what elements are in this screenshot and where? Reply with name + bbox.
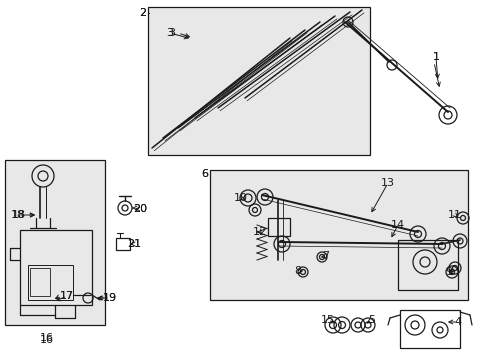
Text: 1: 1 [431,52,439,62]
Text: 18: 18 [11,210,25,220]
Text: 20: 20 [133,204,147,214]
Bar [397,240,457,290]
Text: 7: 7 [322,251,329,261]
Text: 21: 21 [127,239,141,249]
Text: 12: 12 [252,227,266,237]
Text: 6: 6 [201,169,208,179]
Text: 5: 5 [368,315,375,325]
Text: 2: 2 [139,8,146,18]
Text: 18: 18 [12,210,26,220]
Text: 1: 1 [431,52,439,62]
Text: 10: 10 [234,193,247,203]
Bar [209,170,467,300]
Bar [28,265,73,300]
Text: 8: 8 [294,266,301,276]
Text: 4: 4 [453,317,461,327]
Text: 19: 19 [103,293,117,303]
Text: 11: 11 [447,210,461,220]
Text: 6: 6 [201,169,208,179]
Text: 17: 17 [60,291,74,301]
Text: 9: 9 [445,267,451,277]
Bar [399,310,459,348]
Text: 15: 15 [320,315,334,325]
Text: 3: 3 [166,28,173,38]
Bar [5,160,105,325]
Text: 19: 19 [103,293,117,303]
Bar [148,7,369,155]
Text: 16: 16 [40,333,54,343]
Bar [30,268,50,296]
Text: 20: 20 [133,204,147,214]
Text: 17: 17 [60,291,74,301]
Bar [116,238,130,250]
Text: 2: 2 [139,8,146,18]
Text: 14: 14 [390,220,404,230]
Text: 21: 21 [127,239,141,249]
Text: 3: 3 [168,28,175,38]
Bar [20,230,92,305]
Text: 13: 13 [380,178,394,188]
Text: 16: 16 [40,335,54,345]
Bar [267,218,289,236]
